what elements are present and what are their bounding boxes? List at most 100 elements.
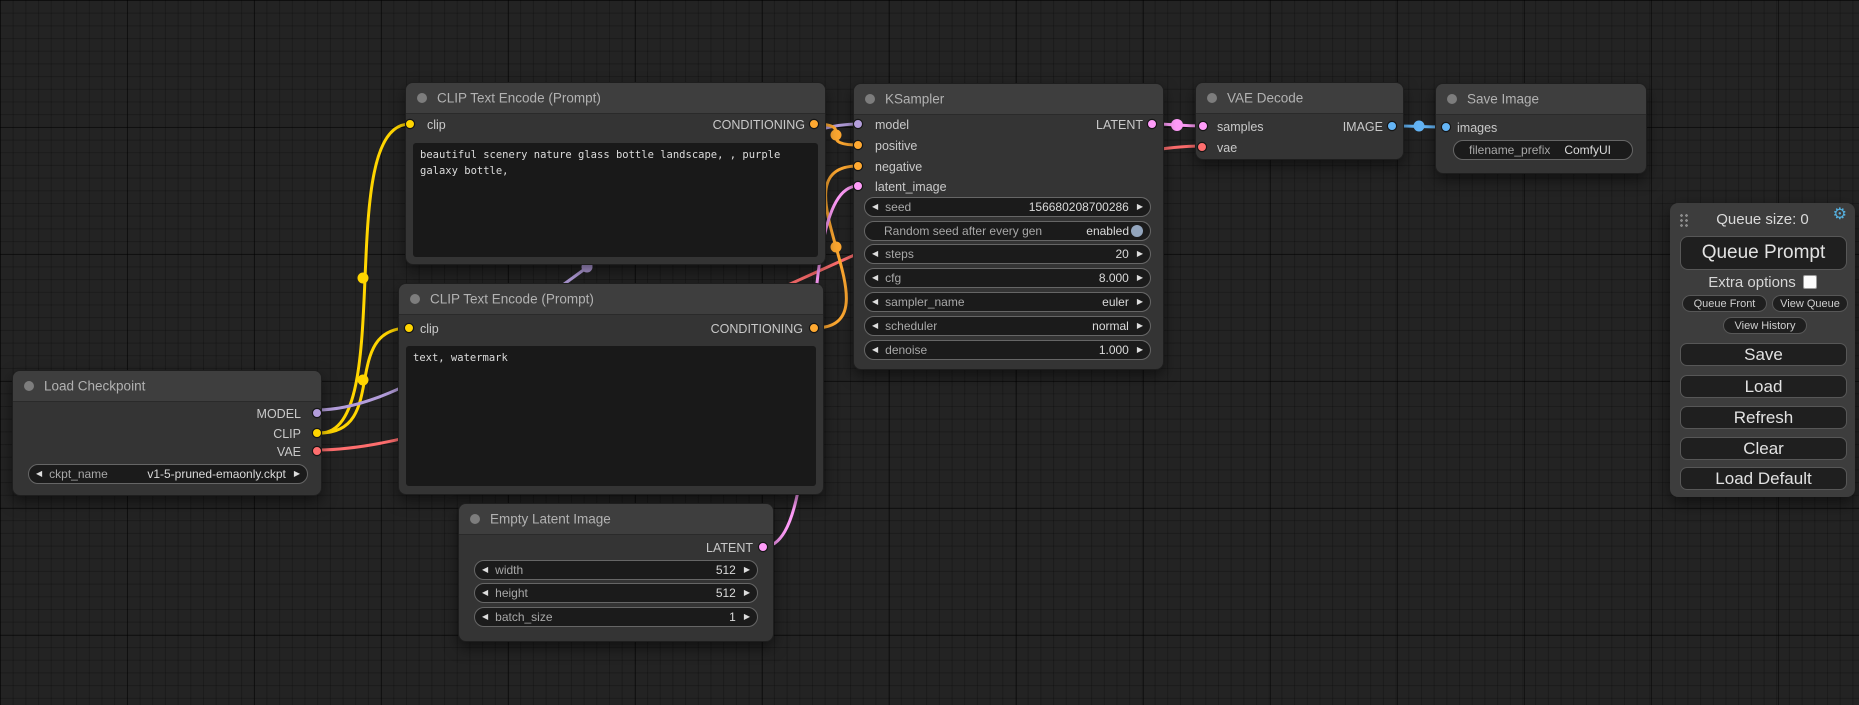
increment-arrow-icon[interactable]: ▶ (743, 588, 750, 597)
extra-options-checkbox[interactable] (1802, 275, 1817, 289)
node-titlebar[interactable]: CLIP Text Encode (Prompt) (406, 83, 825, 114)
collapse-dot-icon[interactable] (470, 514, 480, 524)
input-slot-negative-label: negative (875, 160, 923, 174)
link-midpoint-dot (1413, 120, 1425, 132)
output-slot-latent-label: LATENT (1096, 118, 1143, 132)
decrement-arrow-icon[interactable]: ◀ (482, 565, 489, 574)
decrement-arrow-icon[interactable]: ◀ (36, 469, 43, 478)
increment-arrow-icon[interactable]: ▶ (1136, 297, 1143, 306)
node-clip-text-encode-negative[interactable]: CLIP Text Encode (Prompt) clip CONDITION… (398, 283, 824, 495)
output-slot-conditioning-label: CONDITIONING (710, 322, 803, 336)
decrement-arrow-icon[interactable]: ◀ (482, 612, 489, 621)
node-title: Load Checkpoint (44, 378, 146, 394)
queue-size-label: Queue size: 0 (1716, 211, 1809, 228)
collapse-dot-icon[interactable] (865, 94, 875, 104)
save-button[interactable]: Save (1680, 343, 1847, 366)
increment-arrow-icon[interactable]: ▶ (743, 565, 750, 574)
decrement-arrow-icon[interactable]: ◀ (872, 249, 879, 258)
node-save-image[interactable]: Save Image images filename_prefix ComfyU… (1435, 83, 1647, 174)
collapse-dot-icon[interactable] (417, 93, 427, 103)
node-vae-decode[interactable]: VAE Decode samples IMAGE vae (1195, 82, 1404, 160)
input-slot-model-label: model (875, 118, 910, 132)
prompt-textarea[interactable]: beautiful scenery nature glass bottle la… (413, 143, 818, 257)
view-history-button[interactable]: View History (1723, 317, 1807, 334)
seed-widget[interactable]: ◀ seed 156680208700286 ▶ (864, 197, 1151, 217)
queue-front-button[interactable]: Queue Front (1682, 295, 1767, 312)
load-default-button[interactable]: Load Default (1680, 467, 1847, 490)
input-slot-clip-label: clip (427, 118, 446, 132)
sampler-name-widget[interactable]: ◀ sampler_name euler ▶ (864, 292, 1151, 312)
increment-arrow-icon[interactable]: ▶ (1136, 321, 1143, 330)
link-midpoint-dot (357, 272, 369, 284)
collapse-dot-icon[interactable] (1207, 93, 1217, 103)
output-slot-latent-label: LATENT (706, 541, 753, 555)
node-load-checkpoint[interactable]: Load Checkpoint MODEL CLIP VAE ◀ ckpt_na… (12, 370, 322, 496)
increment-arrow-icon[interactable]: ▶ (293, 469, 300, 478)
filename-prefix-widget[interactable]: filename_prefix ComfyUI (1453, 140, 1633, 160)
clear-button[interactable]: Clear (1680, 437, 1847, 460)
output-slot-model-label: MODEL (256, 407, 301, 421)
collapse-dot-icon[interactable] (410, 294, 420, 304)
node-titlebar[interactable]: VAE Decode (1196, 83, 1403, 114)
decrement-arrow-icon[interactable]: ◀ (872, 321, 879, 330)
link-midpoint-dot (357, 374, 369, 386)
view-queue-button[interactable]: View Queue (1772, 295, 1848, 312)
increment-arrow-icon[interactable]: ▶ (1136, 345, 1143, 354)
decrement-arrow-icon[interactable]: ◀ (482, 588, 489, 597)
extra-options-row: Extra options (1670, 274, 1855, 291)
cfg-widget[interactable]: ◀ cfg 8.000 ▶ (864, 268, 1151, 288)
denoise-widget[interactable]: ◀ denoise 1.000 ▶ (864, 340, 1151, 360)
link-midpoint-dot (830, 241, 842, 253)
node-titlebar[interactable]: CLIP Text Encode (Prompt) (399, 284, 823, 315)
input-slot-vae-label: vae (1217, 141, 1238, 155)
width-widget[interactable]: ◀ width 512 ▶ (474, 560, 758, 580)
decrement-arrow-icon[interactable]: ◀ (872, 345, 879, 354)
decrement-arrow-icon[interactable]: ◀ (872, 202, 879, 211)
widget-value: v1-5-pruned-emaonly.ckpt (147, 467, 286, 481)
scheduler-widget[interactable]: ◀ scheduler normal ▶ (864, 316, 1151, 336)
input-slot-samples-label: samples (1217, 120, 1264, 134)
node-titlebar[interactable]: Empty Latent Image (459, 504, 773, 535)
node-ksampler[interactable]: KSampler model LATENT positive negative … (853, 83, 1164, 370)
refresh-button[interactable]: Refresh (1680, 406, 1847, 429)
queue-prompt-button[interactable]: Queue Prompt (1680, 236, 1847, 270)
increment-arrow-icon[interactable]: ▶ (1136, 249, 1143, 258)
drag-handle-icon[interactable] (1679, 213, 1688, 228)
collapse-dot-icon[interactable] (24, 381, 34, 391)
node-titlebar[interactable]: Save Image (1436, 84, 1646, 115)
height-widget[interactable]: ◀ height 512 ▶ (474, 583, 758, 603)
link-clip-to-positive-clip (319, 122, 411, 435)
steps-widget[interactable]: ◀ steps 20 ▶ (864, 244, 1151, 264)
node-title: Empty Latent Image (490, 511, 611, 527)
random-seed-toggle-widget[interactable]: Random seed after every gen enabled (864, 221, 1151, 241)
extra-options-label: Extra options (1708, 274, 1796, 291)
collapse-dot-icon[interactable] (1447, 94, 1457, 104)
node-titlebar[interactable]: KSampler (854, 84, 1163, 115)
increment-arrow-icon[interactable]: ▶ (743, 612, 750, 621)
node-clip-text-encode-positive[interactable]: CLIP Text Encode (Prompt) clip CONDITION… (405, 82, 826, 265)
decrement-arrow-icon[interactable]: ◀ (872, 273, 879, 282)
input-slot-images-label: images (1457, 121, 1498, 135)
increment-arrow-icon[interactable]: ▶ (1136, 202, 1143, 211)
output-slot-image-label: IMAGE (1342, 120, 1383, 134)
input-slot-clip-label: clip (420, 322, 439, 336)
node-title: CLIP Text Encode (Prompt) (430, 291, 594, 307)
increment-arrow-icon[interactable]: ▶ (1136, 273, 1143, 282)
node-title: CLIP Text Encode (Prompt) (437, 90, 601, 106)
input-slot-latent-image-label: latent_image (875, 180, 947, 194)
node-empty-latent-image[interactable]: Empty Latent Image LATENT ◀ width 512 ▶ … (458, 503, 774, 642)
node-title: KSampler (885, 91, 945, 107)
toggle-knob-icon[interactable] (1131, 225, 1143, 237)
input-slot-positive-label: positive (875, 139, 918, 153)
batch-size-widget[interactable]: ◀ batch_size 1 ▶ (474, 607, 758, 627)
link-midpoint-dot (830, 129, 842, 141)
node-title: VAE Decode (1227, 90, 1304, 106)
prompt-textarea[interactable]: text, watermark (406, 346, 816, 486)
load-button[interactable]: Load (1680, 375, 1847, 398)
settings-gear-icon[interactable]: ⚙ (1832, 206, 1847, 223)
decrement-arrow-icon[interactable]: ◀ (872, 297, 879, 306)
node-titlebar[interactable]: Load Checkpoint (13, 371, 321, 402)
ckpt-name-widget[interactable]: ◀ ckpt_name v1-5-pruned-emaonly.ckpt ▶ (28, 464, 308, 484)
widget-label: ckpt_name (49, 467, 108, 481)
